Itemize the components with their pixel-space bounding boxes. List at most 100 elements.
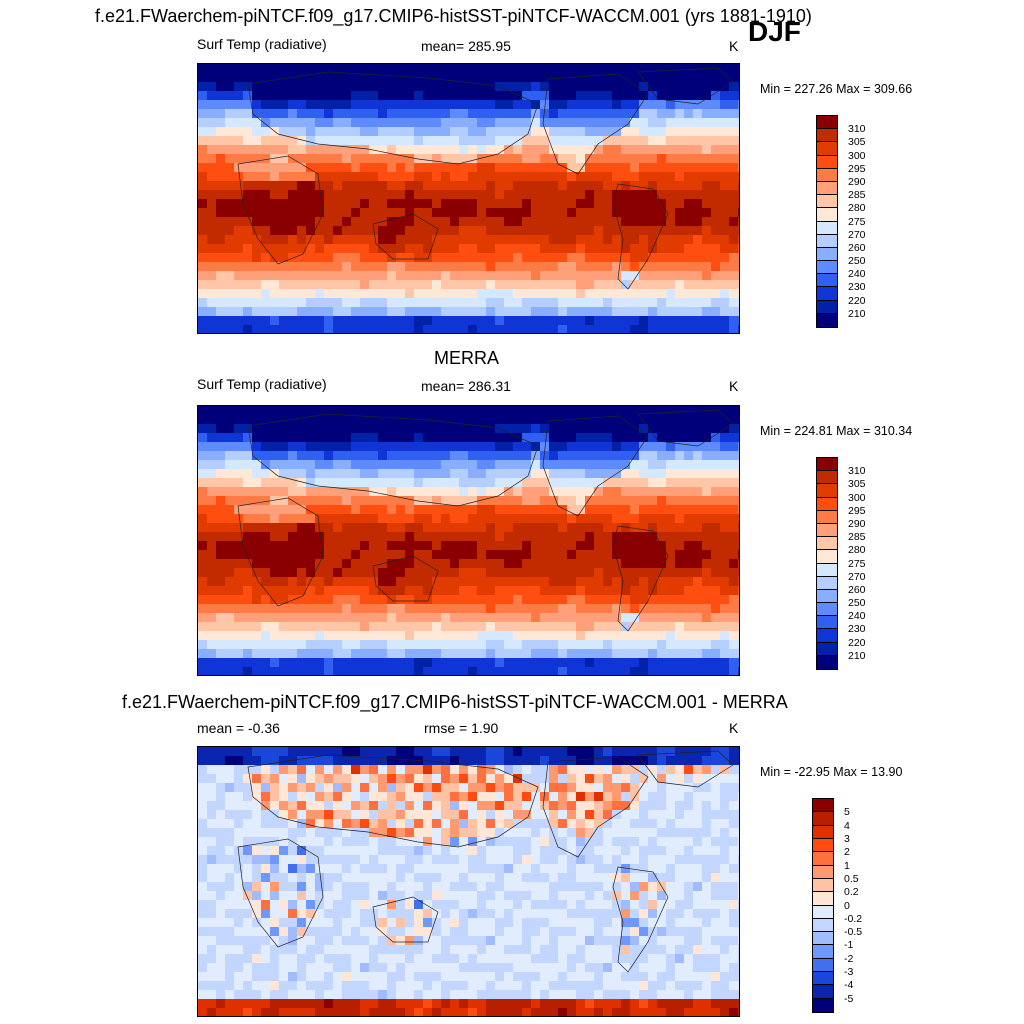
colorbar-tick-label: 210	[848, 649, 866, 662]
colorbar-tick-label: 280	[848, 202, 866, 215]
colorbar-tick-label: 0.5	[844, 872, 859, 885]
panel3-map	[197, 746, 740, 1017]
colorbar-tick-label: -0.5	[844, 926, 863, 939]
colorbar-swatch	[813, 799, 833, 813]
colorbar-swatch	[817, 300, 837, 314]
colorbar-swatch	[813, 972, 833, 986]
colorbar-tick-label: -1	[844, 939, 854, 952]
panel3-title: f.e21.FWaerchem-piNTCF.f09_g17.CMIP6-his…	[122, 692, 788, 712]
colorbar-tick-label: 230	[848, 623, 866, 636]
colorbar-swatch	[817, 484, 837, 498]
colorbar-swatch	[817, 550, 837, 564]
colorbar-swatch	[817, 537, 837, 551]
colorbar-swatch	[817, 142, 837, 156]
colorbar-tick-label: 2	[844, 846, 850, 859]
panel1-mean-label: mean= 285.95	[421, 38, 511, 54]
panel1-minmax: Min = 227.26 Max = 309.66	[760, 82, 913, 96]
colorbar-swatch	[817, 116, 837, 130]
colorbar-swatch	[813, 958, 833, 973]
panel3-colorbar	[812, 798, 834, 1013]
panel2-units-label: K	[729, 378, 739, 394]
colorbar-swatch	[817, 261, 837, 275]
colorbar-tick-label: -0.2	[844, 912, 863, 925]
coastline	[237, 497, 324, 607]
colorbar-swatch	[817, 274, 837, 288]
colorbar-swatch	[817, 234, 837, 248]
season-label: DJF	[748, 16, 801, 47]
coastline	[542, 756, 649, 858]
colorbar-swatch	[817, 155, 837, 169]
colorbar-swatch	[817, 129, 837, 143]
coastline	[637, 750, 734, 788]
panel1-variable-label: Surf Temp (radiative)	[197, 36, 327, 52]
colorbar-tick-label: 210	[848, 307, 866, 320]
colorbar-tick-label: 240	[848, 610, 866, 623]
colorbar-swatch	[813, 812, 833, 826]
colorbar-tick-label: 260	[848, 241, 866, 254]
colorbar-tick-label: 0.2	[844, 886, 859, 899]
colorbar-swatch	[817, 576, 837, 590]
colorbar-swatch	[817, 208, 837, 222]
colorbar-tick-label: 285	[848, 531, 866, 544]
coastline	[542, 415, 649, 517]
colorbar-tick-label: 3	[844, 832, 850, 845]
panel2-colorbar	[816, 457, 838, 670]
colorbar-tick-label: -2	[844, 952, 854, 965]
colorbar-swatch	[813, 905, 833, 919]
colorbar-tick-label: 305	[848, 136, 866, 149]
colorbar-swatch	[813, 852, 833, 866]
colorbar-tick-label: 290	[848, 517, 866, 530]
panel3-mean-label: mean = -0.36	[197, 720, 280, 736]
colorbar-swatch	[817, 168, 837, 182]
colorbar-swatch	[813, 918, 833, 933]
colorbar-swatch	[817, 195, 837, 209]
colorbar-swatch	[817, 247, 837, 262]
colorbar-swatch	[813, 878, 833, 893]
coastline	[637, 67, 734, 105]
colorbar-tick-label: 300	[848, 491, 866, 504]
colorbar-tick-label: 240	[848, 268, 866, 281]
colorbar-tick-label: 275	[848, 215, 866, 228]
colorbar-tick-label: 275	[848, 557, 866, 570]
colorbar-tick-label: 305	[848, 478, 866, 491]
colorbar-tick-label: 280	[848, 544, 866, 557]
colorbar-swatch	[817, 523, 837, 538]
colorbar-tick-label: 285	[848, 189, 866, 202]
colorbar-tick-label: 295	[848, 504, 866, 517]
colorbar-tick-label: 5	[844, 806, 850, 819]
coastline	[612, 525, 669, 632]
colorbar-swatch	[813, 838, 833, 853]
colorbar-tick-label: -5	[844, 992, 854, 1005]
colorbar-tick-label: 0	[844, 899, 850, 912]
colorbar-swatch	[817, 458, 837, 472]
colorbar-tick-label: 250	[848, 597, 866, 610]
colorbar-tick-label: 220	[848, 294, 866, 307]
colorbar-swatch	[817, 642, 837, 656]
colorbar-tick-label: 1	[844, 859, 850, 872]
colorbar-tick-label: -4	[844, 979, 854, 992]
colorbar-swatch	[817, 655, 837, 669]
colorbar-swatch	[817, 563, 837, 577]
colorbar-tick-label: 290	[848, 175, 866, 188]
coastline	[372, 896, 439, 943]
colorbar-tick-label: 295	[848, 162, 866, 175]
panel3-minmax: Min = -22.95 Max = 13.90	[760, 765, 903, 779]
colorbar-swatch	[813, 932, 833, 946]
panel3-units-label: K	[729, 720, 739, 736]
coastline	[247, 754, 539, 848]
colorbar-swatch	[813, 865, 833, 879]
colorbar-swatch	[817, 629, 837, 643]
colorbar-tick-label: 4	[844, 819, 850, 832]
colorbar-tick-label: 310	[848, 123, 866, 136]
colorbar-swatch	[813, 825, 833, 839]
colorbar-swatch	[817, 589, 837, 604]
colorbar-swatch	[817, 471, 837, 485]
coastline	[237, 838, 324, 948]
panel1-title: f.e21.FWaerchem-piNTCF.f09_g17.CMIP6-his…	[95, 6, 812, 26]
coastline	[612, 866, 669, 973]
colorbar-swatch	[817, 221, 837, 235]
coastline	[372, 555, 439, 602]
colorbar-swatch	[817, 510, 837, 524]
panel2-map-svg	[198, 406, 739, 675]
panel3-map-svg	[198, 747, 739, 1016]
